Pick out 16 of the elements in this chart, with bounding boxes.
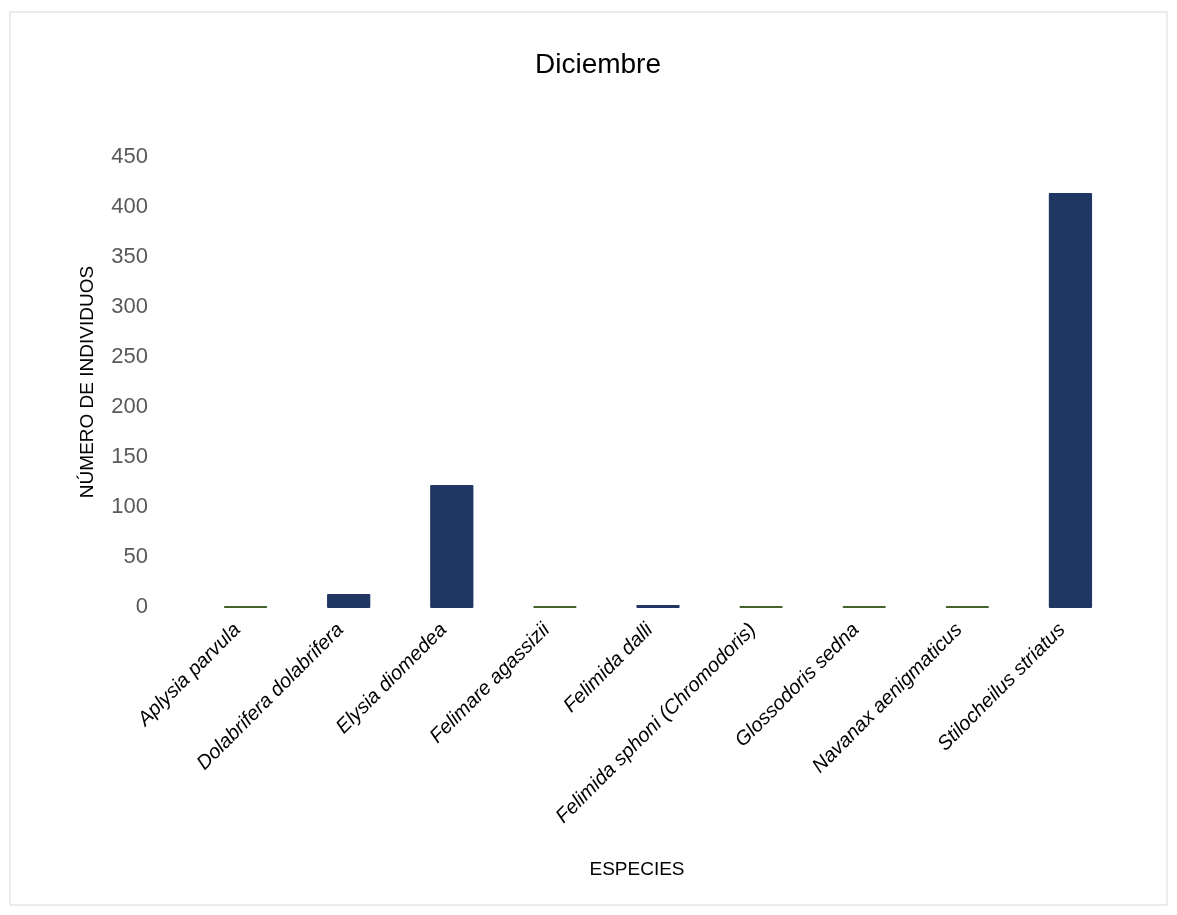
y-tick-label: 400 — [111, 192, 148, 218]
y-tick-label: 50 — [123, 542, 148, 568]
y-tick-label: 300 — [111, 292, 148, 318]
y-tick-label: 450 — [111, 142, 148, 168]
x-axis-title: ESPECIES — [589, 858, 685, 880]
bar — [1048, 193, 1093, 608]
bar — [327, 594, 371, 608]
chart-title: Diciembre — [534, 48, 662, 80]
y-tick-label: 200 — [111, 392, 148, 418]
y-tick-label: 350 — [111, 242, 148, 268]
y-tick-label: 0 — [135, 592, 148, 618]
y-tick-label: 100 — [111, 492, 148, 518]
y-tick-label: 250 — [111, 342, 148, 368]
y-axis-title: NÚMERO DE INDIVIDUOS — [76, 265, 98, 499]
y-tick-label: 150 — [111, 442, 148, 468]
bar — [430, 485, 474, 608]
